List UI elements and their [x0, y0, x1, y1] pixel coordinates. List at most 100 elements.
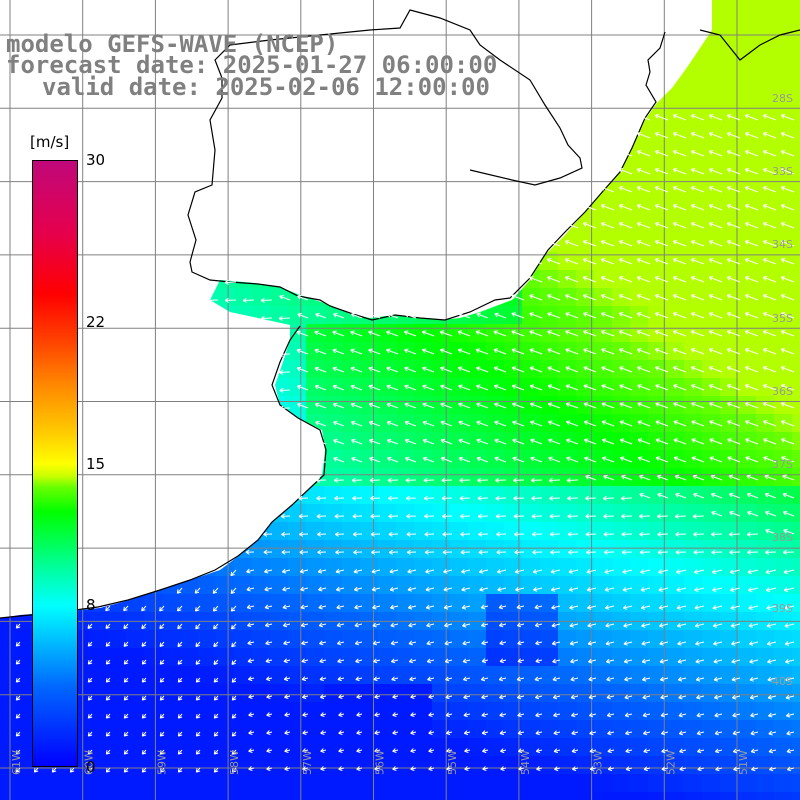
wind-arrow	[654, 348, 669, 355]
wind-cell	[432, 432, 451, 451]
wind-arrow	[695, 658, 705, 664]
wind-cell	[360, 684, 379, 703]
wind-arrow	[639, 474, 651, 481]
wind-arrow	[762, 258, 777, 265]
wind-arrow	[159, 605, 165, 612]
wind-cell	[378, 792, 397, 800]
wind-arrow	[732, 712, 741, 718]
wind-arrow	[643, 748, 651, 754]
wind-cell	[540, 486, 559, 505]
wind-arrow	[264, 604, 273, 610]
wind-cell	[342, 360, 361, 379]
wind-cell	[720, 576, 739, 595]
wind-arrow	[248, 712, 255, 717]
wind-cell	[288, 648, 307, 667]
wind-arrow	[780, 348, 795, 355]
wind-arrow	[368, 348, 381, 355]
wind-arrow	[744, 186, 759, 193]
wind-arrow	[87, 695, 93, 701]
wind-arrow	[766, 605, 777, 610]
wind-arrow	[337, 658, 345, 664]
wind-arrow	[750, 748, 759, 754]
wind-arrow	[769, 766, 777, 772]
wind-cell	[414, 630, 433, 649]
wind-cell	[108, 774, 127, 793]
wind-arrow	[732, 748, 741, 754]
wind-cell	[684, 594, 703, 613]
wind-cell	[792, 144, 800, 163]
wind-cell	[306, 630, 325, 649]
wind-cell	[468, 684, 487, 703]
wind-arrow	[387, 477, 399, 483]
wind-arrow	[625, 766, 633, 772]
wind-cell	[522, 522, 541, 541]
colorbar-tick-label: 0	[86, 758, 96, 776]
wind-cell	[774, 576, 793, 595]
wind-arrow	[618, 240, 633, 247]
wind-cell	[432, 702, 451, 721]
wind-cell	[774, 738, 793, 757]
wind-cell	[756, 72, 775, 91]
wind-arrow	[764, 492, 777, 499]
wind-arrow	[731, 640, 741, 646]
wind-cell	[522, 702, 541, 721]
wind-cell	[648, 684, 667, 703]
wind-cell	[630, 756, 649, 775]
wind-cell	[288, 540, 307, 559]
wind-arrow	[781, 456, 795, 463]
wind-cell	[90, 630, 109, 649]
wind-arrow	[679, 748, 687, 754]
wind-arrow	[425, 586, 435, 592]
wind-cell	[198, 774, 217, 793]
wind-cell	[594, 774, 613, 793]
wind-cell	[684, 630, 703, 649]
wind-arrow	[762, 312, 777, 319]
wind-arrow	[675, 549, 687, 555]
wind-cell	[558, 558, 577, 577]
wind-arrow	[298, 495, 309, 501]
wind-cell	[576, 774, 595, 793]
wind-arrow	[786, 766, 795, 772]
wind-arrow	[571, 766, 579, 772]
wind-cell	[414, 666, 433, 685]
wind-arrow	[601, 420, 615, 427]
wind-cell	[486, 576, 505, 595]
wind-arrow	[780, 384, 795, 391]
wind-cell	[0, 738, 19, 757]
wind-cell	[414, 396, 433, 415]
wind-arrow	[458, 420, 471, 427]
wind-arrow	[744, 330, 759, 337]
wind-cell	[324, 486, 343, 505]
wind-arrow	[517, 712, 525, 718]
wind-cell	[324, 468, 343, 487]
wind-arrow	[570, 676, 579, 682]
wind-cell	[396, 450, 415, 469]
wind-arrow	[403, 330, 417, 337]
wind-arrow	[333, 312, 345, 319]
wind-arrow	[333, 420, 345, 427]
wind-cell	[396, 630, 415, 649]
wind-arrow	[372, 640, 381, 646]
wind-arrow	[390, 604, 399, 610]
wind-cell	[792, 54, 800, 73]
wind-arrow	[618, 258, 633, 265]
wind-cell	[594, 684, 613, 703]
wind-arrow	[390, 658, 399, 664]
wind-arrow	[564, 240, 579, 247]
wind-arrow	[457, 330, 471, 337]
wind-arrow	[714, 712, 723, 718]
wind-cell	[144, 792, 163, 800]
wind-arrow	[213, 623, 219, 630]
wind-arrow	[351, 477, 363, 483]
wind-arrow	[676, 605, 687, 610]
wind-cell	[126, 720, 145, 739]
wind-arrow	[159, 659, 165, 665]
wind-cell	[360, 792, 379, 800]
wind-cell	[432, 666, 451, 685]
wind-arrow	[529, 276, 543, 283]
wind-cell	[738, 648, 757, 667]
wind-arrow	[654, 276, 669, 283]
wind-cell	[144, 702, 163, 721]
wind-arrow	[554, 766, 561, 772]
